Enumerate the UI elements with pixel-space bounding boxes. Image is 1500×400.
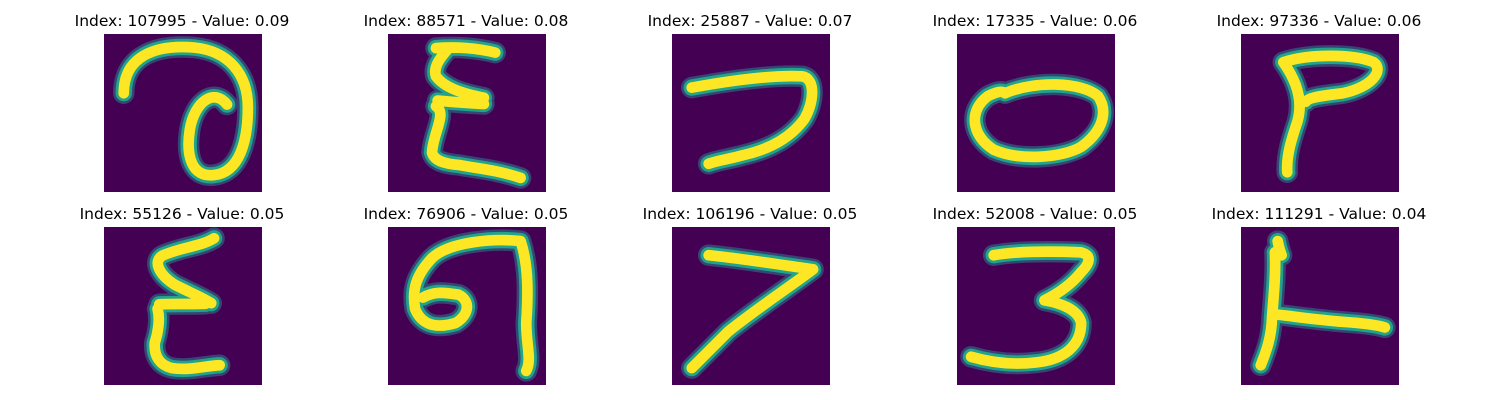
- handwritten-glyph-image: [672, 227, 830, 385]
- handwritten-glyph-image: [104, 227, 262, 385]
- glyph-stroke-core: [969, 79, 1109, 163]
- glyph-stroke-core: [118, 41, 254, 181]
- image-panel: Index: 76906 - Value: 0.05: [351, 205, 581, 385]
- handwritten-glyph-image: [1241, 34, 1399, 192]
- panel-title: Index: 107995 - Value: 0.09: [74, 12, 290, 30]
- panel-title: Index: 55126 - Value: 0.05: [79, 205, 285, 223]
- image-panel: Index: 111291 - Value: 0.04: [1204, 205, 1434, 385]
- glyph-stroke-core: [686, 70, 818, 170]
- panel-title: Index: 97336 - Value: 0.06: [1216, 12, 1422, 30]
- panel-title: Index: 52008 - Value: 0.05: [932, 205, 1138, 223]
- panel-title: Index: 76906 - Value: 0.05: [363, 205, 569, 223]
- panel-title: Index: 17335 - Value: 0.06: [932, 12, 1138, 30]
- image-panel: Index: 97336 - Value: 0.06: [1204, 12, 1434, 192]
- handwritten-glyph-image: [1241, 227, 1399, 385]
- image-panel: Index: 88571 - Value: 0.08: [351, 12, 581, 192]
- image-panel: Index: 25887 - Value: 0.07: [635, 12, 865, 192]
- image-panel: Index: 17335 - Value: 0.06: [920, 12, 1150, 192]
- image-panel: Index: 107995 - Value: 0.09: [67, 12, 297, 192]
- handwritten-glyph-image: [388, 34, 546, 192]
- glyph-stroke-core: [686, 249, 819, 374]
- handwritten-glyph-image: [388, 227, 546, 385]
- image-panel: Index: 106196 - Value: 0.05: [635, 205, 865, 385]
- panel-title: Index: 25887 - Value: 0.07: [647, 12, 853, 30]
- glyph-stroke-core: [149, 232, 226, 375]
- image-panel: Index: 52008 - Value: 0.05: [920, 205, 1150, 385]
- glyph-stroke-core: [1255, 235, 1391, 371]
- panel-title: Index: 106196 - Value: 0.05: [642, 205, 858, 223]
- glyph-stroke-core: [1277, 50, 1383, 178]
- handwritten-glyph-image: [957, 34, 1115, 192]
- glyph-stroke-core: [408, 234, 535, 377]
- panel-title: Index: 111291 - Value: 0.04: [1211, 205, 1427, 223]
- panel-title: Index: 88571 - Value: 0.08: [363, 12, 569, 30]
- glyph-stroke-core: [426, 42, 526, 184]
- handwritten-glyph-image: [104, 34, 262, 192]
- image-panel: Index: 55126 - Value: 0.05: [67, 205, 297, 385]
- handwritten-glyph-image: [957, 227, 1115, 385]
- glyph-stroke-core: [965, 246, 1094, 369]
- handwritten-glyph-image: [672, 34, 830, 192]
